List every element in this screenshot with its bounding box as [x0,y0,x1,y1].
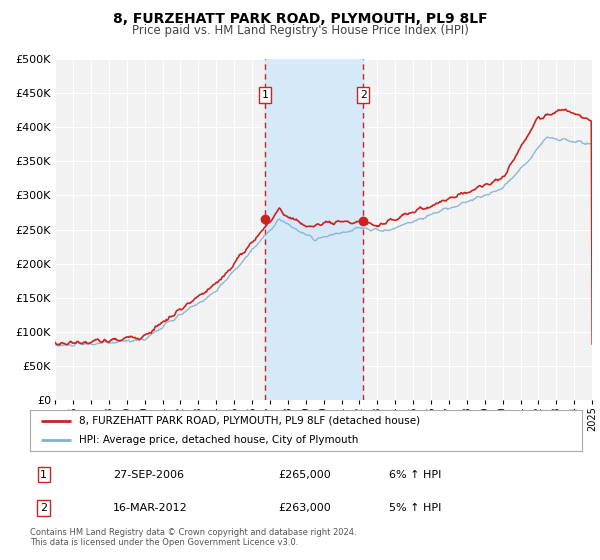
Text: £265,000: £265,000 [278,470,331,479]
Text: Price paid vs. HM Land Registry's House Price Index (HPI): Price paid vs. HM Land Registry's House … [131,24,469,36]
Text: 1: 1 [262,90,269,100]
Text: 8, FURZEHATT PARK ROAD, PLYMOUTH, PL9 8LF: 8, FURZEHATT PARK ROAD, PLYMOUTH, PL9 8L… [113,12,487,26]
Text: 6% ↑ HPI: 6% ↑ HPI [389,470,441,479]
Text: 2: 2 [360,90,367,100]
Text: HPI: Average price, detached house, City of Plymouth: HPI: Average price, detached house, City… [79,435,358,445]
Text: £263,000: £263,000 [278,503,331,513]
Text: 8, FURZEHATT PARK ROAD, PLYMOUTH, PL9 8LF (detached house): 8, FURZEHATT PARK ROAD, PLYMOUTH, PL9 8L… [79,416,420,426]
Bar [265,59,363,400]
Text: Contains HM Land Registry data © Crown copyright and database right 2024.
This d: Contains HM Land Registry data © Crown c… [30,528,356,547]
Text: 2: 2 [40,503,47,513]
Text: 27-SEP-2006: 27-SEP-2006 [113,470,184,479]
Text: 16-MAR-2012: 16-MAR-2012 [113,503,188,513]
Text: 5% ↑ HPI: 5% ↑ HPI [389,503,441,513]
Text: 1: 1 [40,470,47,479]
